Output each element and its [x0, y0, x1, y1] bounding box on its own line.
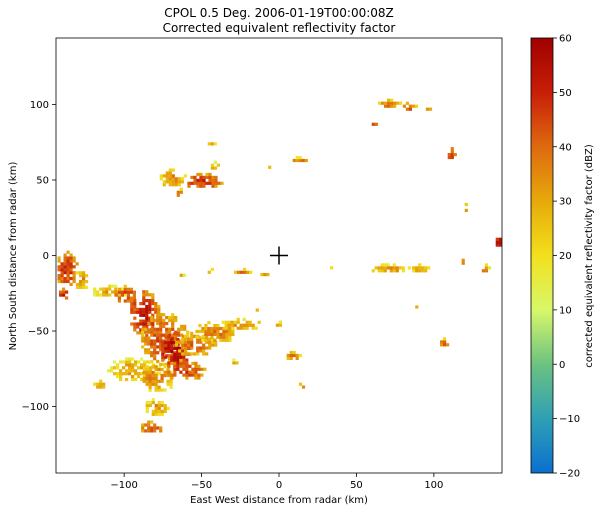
- echo-cell: [402, 101, 418, 111]
- echo-cell: [461, 258, 465, 265]
- echo-cell: [141, 420, 163, 433]
- echo-cell: [495, 237, 502, 247]
- echo-cell: [145, 398, 170, 416]
- colorbar-tick-label: −10: [559, 414, 580, 425]
- colorbar-tick-label: 60: [559, 34, 572, 45]
- colorbar-tick-label: 40: [559, 142, 572, 153]
- echo-cell: [234, 267, 253, 274]
- x-tick-label: 0: [276, 480, 282, 491]
- colorbar-tick-label: 50: [559, 88, 572, 99]
- echo-cell: [187, 172, 224, 188]
- echo-cell: [57, 250, 79, 286]
- echo-cell: [210, 160, 220, 170]
- echo-cell: [330, 266, 334, 270]
- x-axis-label: East West distance from radar (km): [190, 495, 368, 506]
- colorbar-tick-label: 20: [559, 251, 572, 262]
- y-tick-label: −50: [28, 327, 49, 338]
- colorbar-tick-label: 30: [559, 197, 572, 208]
- colorbar-label: corrected equivalent reflectivity factor…: [584, 144, 595, 368]
- colorbar: −20 −10 0 10 20 30 40 50 60 corrected equivalent…: [530, 34, 595, 480]
- y-axis-label: North South distance from radar (km): [8, 162, 19, 351]
- echo-cell: [464, 202, 468, 212]
- colorbar-gradient: [530, 37, 554, 474]
- echo-cell: [371, 263, 411, 273]
- x-tick-label: 50: [350, 480, 363, 491]
- echo-cell: [415, 305, 419, 309]
- colorbar-tick-label: 10: [559, 305, 572, 316]
- echo-cell: [179, 273, 186, 277]
- colorbar-tick-label: −20: [559, 469, 580, 480]
- echo-cell: [207, 142, 217, 146]
- echo-cell: [59, 287, 69, 300]
- y-tick-label: −100: [22, 402, 49, 413]
- x-tick-label: −50: [191, 480, 212, 491]
- echo-cell: [268, 165, 272, 169]
- radar-location-marker: [270, 246, 288, 265]
- y-tick-label: 50: [36, 175, 49, 186]
- echo-cell: [159, 168, 187, 187]
- echo-cell: [93, 379, 106, 389]
- echo-cell: [221, 317, 261, 330]
- echo-cell: [260, 273, 270, 277]
- echo-cell: [93, 284, 127, 297]
- echo-cell: [176, 187, 183, 197]
- colorbar-tick-label: 0: [559, 360, 565, 371]
- y-tick-label: 100: [30, 100, 49, 111]
- echo-cell: [412, 263, 431, 273]
- echo-cell: [371, 122, 378, 126]
- echo-cell: [255, 308, 259, 312]
- echo-cell: [114, 284, 136, 303]
- echo-cell: [481, 263, 491, 273]
- x-tick-label: 100: [424, 480, 443, 491]
- x-axis-ticks: −100 −50 0 50 100: [110, 473, 443, 491]
- echo-cell: [286, 350, 302, 360]
- colorbar-ticks: −20 −10 0 10 20 30 40 50 60: [553, 34, 580, 480]
- echo-cell: [164, 358, 207, 380]
- chart-subtitle: Corrected equivalent reflectivity factor: [163, 21, 396, 35]
- y-axis-ticks: −100 −50 0 50 100: [22, 100, 56, 413]
- reflectivity-echoes: [57, 98, 502, 433]
- y-tick-label: 0: [43, 251, 49, 262]
- echo-cell: [292, 156, 308, 163]
- echo-cell: [142, 365, 173, 392]
- echo-cell: [447, 147, 457, 160]
- echo-cell: [175, 331, 218, 356]
- echo-cell: [378, 98, 403, 108]
- echo-cell: [275, 320, 282, 327]
- echo-cell: [76, 271, 89, 289]
- echo-cell: [425, 107, 433, 111]
- echo-cell: [298, 382, 306, 389]
- echo-cell: [207, 267, 214, 274]
- echo-cell: [232, 358, 239, 365]
- echo-cell: [440, 337, 450, 347]
- chart-title: CPOL 0.5 Deg. 2006-01-19T00:00:08Z: [164, 6, 394, 20]
- plot-area: [55, 37, 503, 474]
- x-tick-label: −100: [110, 480, 137, 491]
